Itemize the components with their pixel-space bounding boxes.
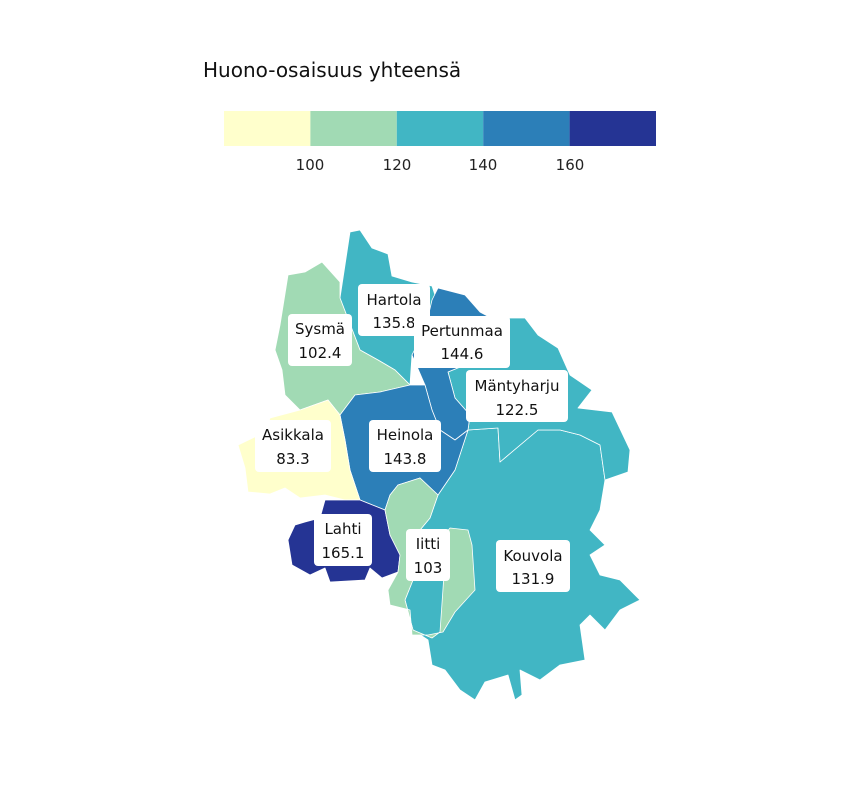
label-box — [406, 529, 450, 581]
label-iitti: Iitti 103 — [406, 529, 450, 581]
label-value: 131.9 — [512, 570, 555, 588]
label-name: Sysmä — [295, 320, 345, 338]
label-value: 83.3 — [276, 450, 309, 468]
label-sysma: Sysmä 102.4 — [288, 314, 352, 366]
label-box — [414, 316, 510, 368]
label-box — [369, 420, 441, 472]
legend-tick: 100 — [296, 156, 325, 174]
label-lahti: Lahti 165.1 — [314, 514, 372, 566]
label-name: Heinola — [377, 426, 434, 444]
label-box — [255, 420, 331, 472]
label-box — [288, 314, 352, 366]
label-mantyharju: Mäntyharju 122.5 — [466, 370, 568, 422]
label-value: 165.1 — [322, 544, 365, 562]
label-box — [466, 370, 568, 422]
legend-swatch — [224, 111, 311, 146]
label-value: 135.8 — [373, 314, 416, 332]
label-name: Mäntyharju — [475, 377, 560, 395]
label-hartola: Hartola 135.8 — [358, 284, 430, 336]
label-name: Lahti — [324, 520, 361, 538]
label-box — [314, 514, 372, 566]
legend-swatch — [310, 111, 397, 146]
label-value: 144.6 — [441, 345, 484, 363]
region-iitti[interactable] — [384, 477, 476, 639]
label-kouvola: Kouvola 131.9 — [496, 540, 570, 592]
label-pertunmaa: Pertunmaa 144.6 — [414, 316, 510, 368]
label-name: Hartola — [366, 291, 421, 309]
label-asikkala: Asikkala 83.3 — [255, 420, 331, 472]
legend-tick: 140 — [469, 156, 498, 174]
label-name: Kouvola — [503, 547, 562, 565]
label-box — [496, 540, 570, 592]
label-value: 122.5 — [496, 401, 539, 419]
label-name: Iitti — [416, 535, 441, 553]
region-labels: Hartola 135.8 Sysmä 102.4 Pertunmaa 144.… — [255, 284, 570, 592]
label-value: 143.8 — [384, 450, 427, 468]
legend: Huono-osaisuus yhteensä 100 120 140 160 — [203, 58, 656, 174]
legend-swatch — [569, 111, 656, 146]
label-box — [358, 284, 430, 336]
legend-swatch — [396, 111, 484, 146]
label-value: 102.4 — [299, 344, 342, 362]
legend-swatch — [483, 111, 570, 146]
label-name: Pertunmaa — [421, 322, 503, 340]
legend-title: Huono-osaisuus yhteensä — [203, 58, 461, 82]
legend-tick: 160 — [556, 156, 585, 174]
label-value: 103 — [414, 559, 443, 577]
label-heinola: Heinola 143.8 — [369, 420, 441, 472]
label-name: Asikkala — [262, 426, 324, 444]
legend-tick: 120 — [383, 156, 412, 174]
